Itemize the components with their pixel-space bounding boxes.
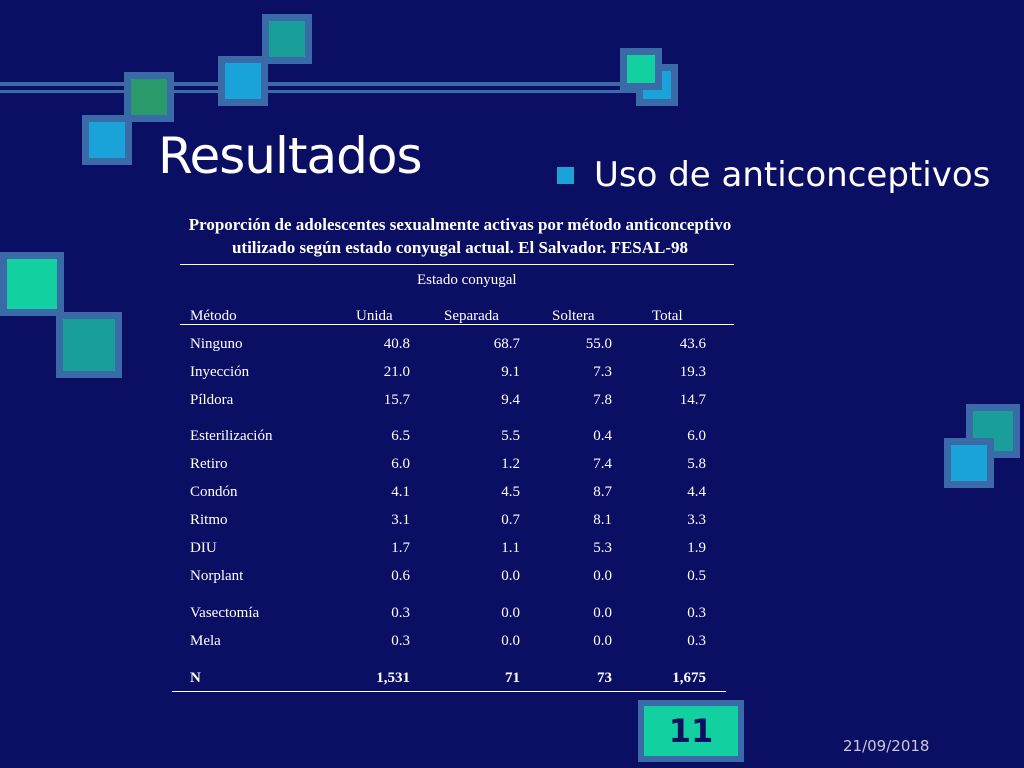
table-cell-unida: 21.0 <box>383 364 410 380</box>
table-cell-total: 0.3 <box>687 605 706 621</box>
decor-square <box>944 438 994 488</box>
table-cell-metodo: Condón <box>190 484 238 500</box>
table-cell-metodo: Píldora <box>190 392 234 408</box>
decorative-line-top <box>0 82 660 86</box>
table-cell-total: 6.0 <box>687 428 706 444</box>
table-cell-total: 14.7 <box>679 392 706 408</box>
n-row-soltera: 73 <box>597 670 612 686</box>
table-group-header: Estado conyugal <box>417 272 517 288</box>
table-cell-soltera: 7.3 <box>593 364 612 380</box>
table-cell-total: 43.6 <box>679 336 706 352</box>
table-cell-total: 1.9 <box>687 540 706 556</box>
table-cell-unida: 3.1 <box>391 512 410 528</box>
n-row-unida: 1,531 <box>376 670 410 686</box>
table-cell-separada: 5.5 <box>501 428 520 444</box>
table-cell-total: 4.4 <box>687 484 706 500</box>
table-cell-total: 0.5 <box>687 568 706 584</box>
column-header-unida: Unida <box>356 308 393 324</box>
table-bottom-rule <box>172 691 726 692</box>
n-row-separada: 71 <box>505 670 520 686</box>
table-caption-line-2: utilizado según estado conyugal actual. … <box>231 238 689 257</box>
slide-date: 21/09/2018 <box>843 737 930 755</box>
table-cell-metodo: DIU <box>190 540 217 556</box>
table-cell-metodo: Norplant <box>190 568 244 584</box>
table-cell-unida: 4.1 <box>391 484 410 500</box>
table-cell-separada: 0.0 <box>501 568 520 584</box>
decor-square <box>218 56 268 106</box>
decor-square <box>124 72 174 122</box>
bullet-text: Uso de anticonceptivos <box>594 155 991 195</box>
n-row-total: 1,675 <box>672 670 706 686</box>
table-cell-metodo: Inyección <box>190 364 250 380</box>
table-cell-separada: 9.4 <box>501 392 520 408</box>
table-cell-soltera: 7.4 <box>593 456 612 472</box>
table-caption-line-1: Proporción de adolescentes sexualmente a… <box>188 215 732 234</box>
table-cell-separada: 0.0 <box>501 605 520 621</box>
table-cell-metodo: Vasectomía <box>190 605 260 621</box>
page-number: 11 <box>668 712 714 750</box>
table-cell-soltera: 0.0 <box>593 633 612 649</box>
bullet-item: Uso de anticonceptivos <box>557 155 990 195</box>
table-cell-total: 5.8 <box>687 456 706 472</box>
table-cell-soltera: 5.3 <box>593 540 612 556</box>
table-cell-soltera: 8.7 <box>593 484 612 500</box>
table-cell-unida: 0.6 <box>391 568 410 584</box>
table-cell-unida: 0.3 <box>391 605 410 621</box>
table-cell-unida: 15.7 <box>383 392 410 408</box>
table-cell-separada: 1.1 <box>501 540 520 556</box>
table-cell-metodo: Ritmo <box>190 512 228 528</box>
table-caption: Proporción de adolescentes sexualmente a… <box>140 213 780 259</box>
column-header-metodo: Método <box>190 308 237 324</box>
table-cell-separada: 9.1 <box>501 364 520 380</box>
decor-square <box>620 48 662 90</box>
table-cell-unida: 40.8 <box>383 336 410 352</box>
table-cell-separada: 0.7 <box>501 512 520 528</box>
slide-title: Resultados <box>158 127 423 185</box>
page-number-box: 11 <box>638 700 744 762</box>
table-cell-unida: 1.7 <box>391 540 410 556</box>
table-cell-metodo: Esterilización <box>190 428 273 444</box>
table-cell-total: 3.3 <box>687 512 706 528</box>
table-cell-total: 19.3 <box>679 364 706 380</box>
table-cell-unida: 0.3 <box>391 633 410 649</box>
table-cell-separada: 0.0 <box>501 633 520 649</box>
decorative-line-top-2 <box>0 90 660 93</box>
table-cell-unida: 6.0 <box>391 456 410 472</box>
column-header-separada: Separada <box>444 308 499 324</box>
table-top-rule <box>180 264 734 265</box>
table-cell-separada: 1.2 <box>501 456 520 472</box>
table-cell-soltera: 8.1 <box>593 512 612 528</box>
table-cell-unida: 6.5 <box>391 428 410 444</box>
decor-square <box>56 312 122 378</box>
table-cell-metodo: Mela <box>190 633 221 649</box>
table-cell-separada: 68.7 <box>493 336 520 352</box>
decor-square <box>262 14 312 64</box>
table-cell-separada: 4.5 <box>501 484 520 500</box>
table-header-rule <box>180 324 734 325</box>
table-cell-soltera: 7.8 <box>593 392 612 408</box>
n-row-label: N <box>190 670 201 686</box>
decor-square <box>82 115 132 165</box>
table-cell-soltera: 0.0 <box>593 568 612 584</box>
decor-square <box>0 252 64 316</box>
table-cell-soltera: 55.0 <box>585 336 612 352</box>
table-cell-metodo: Ninguno <box>190 336 243 352</box>
column-header-total: Total <box>652 308 683 324</box>
table-cell-soltera: 0.0 <box>593 605 612 621</box>
table-cell-metodo: Retiro <box>190 456 228 472</box>
table-cell-soltera: 0.4 <box>593 428 612 444</box>
table-cell-total: 0.3 <box>687 633 706 649</box>
bullet-square-icon <box>557 166 574 184</box>
column-header-soltera: Soltera <box>552 308 595 324</box>
